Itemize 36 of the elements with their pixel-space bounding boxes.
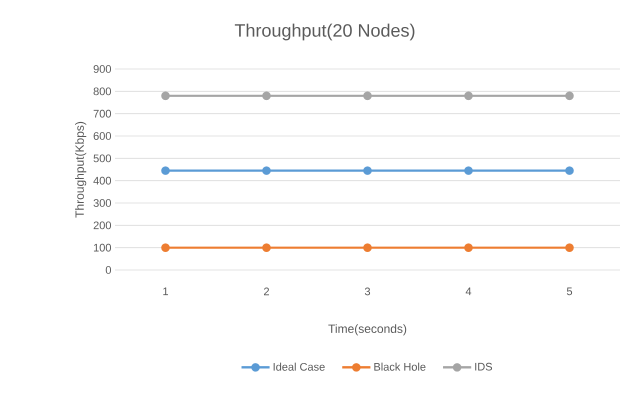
y-tick-label: 600 <box>94 132 112 140</box>
point <box>464 92 473 100</box>
chart-title: Throughput(20 Nodes) <box>234 24 414 40</box>
point <box>464 243 473 252</box>
x-tick-label: 4 <box>466 288 472 296</box>
y-axis-title: Throughput(Kbps) <box>75 122 86 218</box>
y-tick-label: 500 <box>94 154 112 162</box>
x-axis-title: Time(seconds) <box>328 324 406 336</box>
point <box>565 243 574 252</box>
legend-label: Black Hole <box>374 362 426 371</box>
y-tick-label: 100 <box>94 244 112 252</box>
x-tick-label: 2 <box>264 288 270 296</box>
legend-label: Ideal Case <box>274 362 325 371</box>
y-tick-label: 400 <box>93 176 112 185</box>
point <box>262 243 271 252</box>
y-tick-label: 0 <box>106 266 112 274</box>
x-tick-label: 5 <box>566 288 572 296</box>
point <box>363 243 372 252</box>
point <box>262 92 271 100</box>
point <box>464 166 473 175</box>
y-tick-label: 800 <box>94 87 112 96</box>
y-tick-label: 200 <box>94 221 112 230</box>
x-tick-label: 3 <box>364 288 370 296</box>
y-tick-label: 300 <box>94 199 112 207</box>
point <box>565 166 574 175</box>
y-tick-label: 700 <box>94 110 112 118</box>
point <box>161 92 170 100</box>
point <box>161 243 170 252</box>
point <box>262 166 271 175</box>
legend-label: IDS <box>475 362 492 371</box>
point <box>565 92 574 100</box>
x-tick-label: 1 <box>163 288 168 296</box>
point <box>363 92 372 100</box>
point <box>363 166 372 175</box>
point <box>161 166 170 175</box>
y-tick-label: 900 <box>94 65 112 73</box>
